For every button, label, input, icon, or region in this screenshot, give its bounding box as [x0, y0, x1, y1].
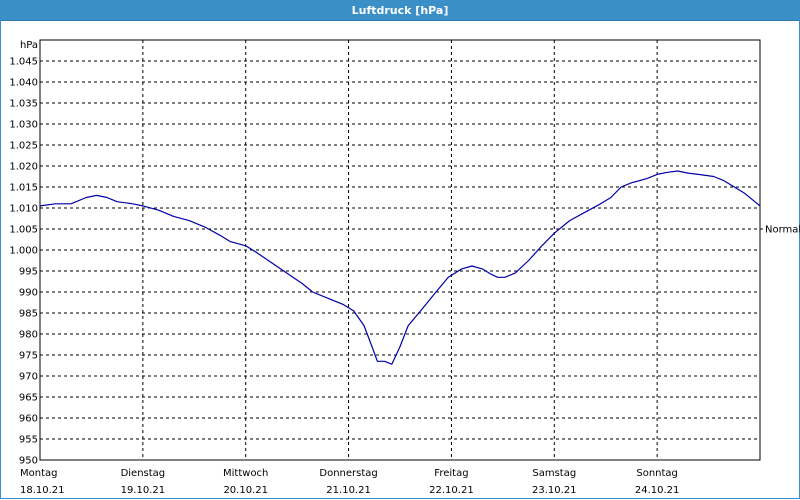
y-tick-label: 1.000: [9, 246, 38, 257]
x-tick-date: 24.10.21: [635, 485, 680, 496]
y-axis-label: hPa: [20, 40, 38, 51]
y-tick-label: 955: [19, 435, 38, 446]
y-tick-label: 975: [19, 351, 38, 362]
y-tick-label: 985: [19, 309, 38, 320]
y-tick-label: 1.040: [9, 78, 38, 89]
y-tick-label: 980: [19, 330, 38, 341]
y-tick-label: 1.025: [9, 141, 38, 152]
reference-label: Normal: [765, 225, 800, 236]
y-axis: 950 955 960 965 970 975 980 985 990 995 1.000 1.005…: [9, 40, 38, 467]
y-tick-label: 1.020: [9, 162, 38, 173]
x-tick-date: 22.10.21: [429, 485, 474, 496]
x-tick-date: 21.10.21: [326, 485, 371, 496]
x-tick-weekday: Sonntag: [636, 468, 678, 479]
pressure-series-line: [39, 170, 761, 365]
x-tick-weekday: Donnerstag: [319, 468, 377, 479]
y-tick-label: 990: [19, 288, 38, 299]
y-tick-label: 960: [19, 414, 38, 425]
y-tick-label: 995: [19, 267, 38, 278]
y-tick-label: 1.030: [9, 120, 38, 131]
grid: [40, 40, 760, 460]
x-tick-weekday: Dienstag: [121, 468, 166, 479]
x-tick-weekday: Mittwoch: [223, 468, 268, 479]
chart-title-bar: Luftdruck [hPa]: [0, 0, 800, 21]
y-tick-label: 970: [19, 372, 38, 383]
x-tick-date: 20.10.21: [223, 485, 268, 496]
y-tick-label: 1.005: [9, 225, 38, 236]
series-group: [39, 170, 761, 365]
y-tick-label: 1.045: [9, 57, 38, 68]
x-axis: Montag 18.10.21 Dienstag 19.10.21 Mittwoch 20…: [20, 468, 679, 496]
x-tick-weekday: Samstag: [532, 468, 576, 479]
plot-border: [39, 39, 761, 461]
x-tick-date: 19.10.21: [121, 485, 166, 496]
y-tick-label: 1.015: [9, 183, 38, 194]
x-tick-weekday: Freitag: [434, 468, 468, 479]
x-tick-date: 18.10.21: [20, 485, 65, 496]
x-tick-weekday: Montag: [20, 468, 57, 479]
reference-line-group: Normal: [760, 225, 800, 236]
chart-title: Luftdruck [hPa]: [351, 3, 449, 17]
x-tick-date: 23.10.21: [532, 485, 577, 496]
y-tick-label: 1.010: [9, 204, 38, 215]
y-tick-label: 950: [19, 456, 38, 467]
y-tick-label: 965: [19, 393, 38, 404]
plot-area-border: [39, 39, 761, 461]
y-tick-label: 1.035: [9, 99, 38, 110]
